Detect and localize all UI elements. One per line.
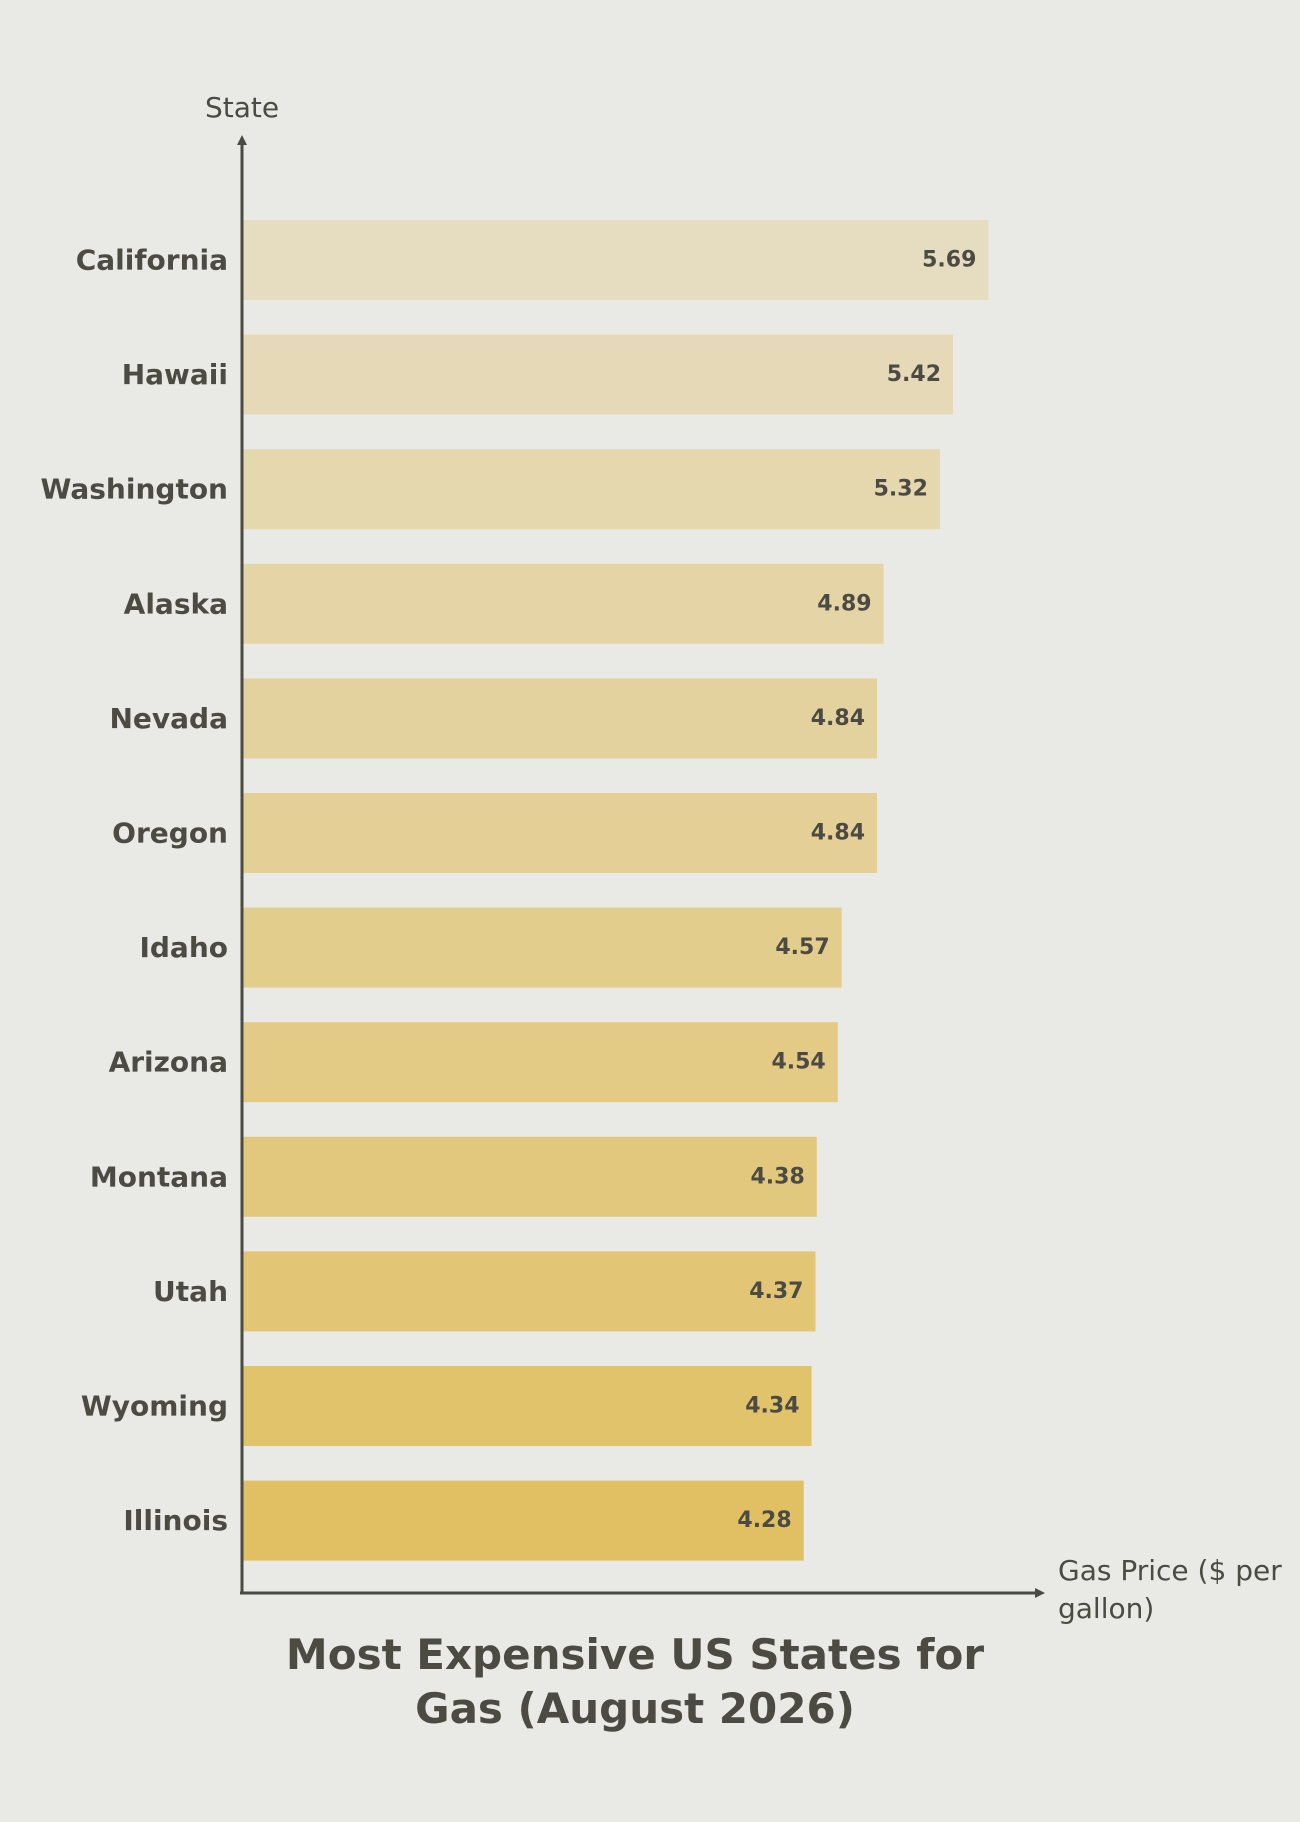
category-label: Utah xyxy=(153,1275,228,1308)
category-label: Wyoming xyxy=(81,1390,228,1423)
category-label: Montana xyxy=(90,1160,228,1193)
bar-wyoming xyxy=(243,1366,812,1446)
y-axis-title: State xyxy=(205,91,279,124)
bar-california xyxy=(243,220,989,300)
value-label: 4.38 xyxy=(750,1164,804,1189)
category-label: Oregon xyxy=(112,817,228,850)
value-label: 5.42 xyxy=(887,362,941,387)
value-label: 4.37 xyxy=(749,1279,803,1304)
bar-nevada xyxy=(243,678,878,759)
category-label: Idaho xyxy=(139,931,228,964)
value-label: 4.84 xyxy=(811,706,865,731)
category-label: Washington xyxy=(40,473,228,506)
bar-utah xyxy=(243,1251,816,1332)
value-label: 5.32 xyxy=(874,477,928,502)
value-label: 4.54 xyxy=(771,1050,825,1075)
value-label: 5.69 xyxy=(922,248,976,273)
bar-illinois xyxy=(243,1480,804,1561)
bar-arizona xyxy=(243,1022,838,1103)
category-label: Alaska xyxy=(124,587,228,620)
bar-alaska xyxy=(243,563,884,644)
bar-montana xyxy=(243,1136,817,1217)
bar-idaho xyxy=(243,907,842,988)
category-label: Nevada xyxy=(109,702,228,735)
category-label: California xyxy=(76,244,228,277)
bar-washington xyxy=(243,449,940,530)
category-label: Arizona xyxy=(109,1046,228,1079)
bar-oregon xyxy=(243,793,878,873)
value-label: 4.28 xyxy=(737,1508,791,1533)
bars-group: 5.69 California 5.42 Hawaii 5.32 Washington 4.… xyxy=(40,220,989,1561)
value-label: 4.57 xyxy=(775,935,829,960)
chart-title: Most Expensive US States for Gas (August… xyxy=(285,1630,985,1733)
value-label: 4.84 xyxy=(811,821,865,846)
category-label: Illinois xyxy=(123,1504,228,1537)
value-label: 4.34 xyxy=(745,1394,799,1419)
x-axis-title: Gas Price ($ per gallon) xyxy=(1058,1554,1282,1625)
bar-hawaii xyxy=(243,334,954,415)
value-label: 4.89 xyxy=(817,591,871,616)
category-label: Hawaii xyxy=(122,358,228,391)
